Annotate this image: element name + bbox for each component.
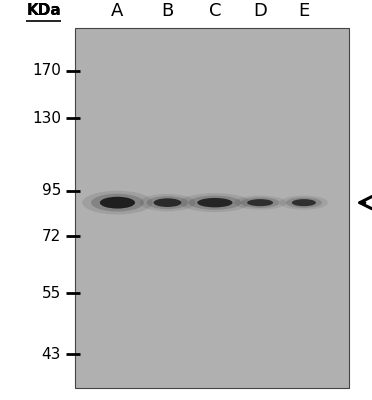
Ellipse shape [91,194,144,212]
Ellipse shape [234,196,286,210]
Ellipse shape [241,197,280,208]
Text: 130: 130 [32,110,61,126]
Ellipse shape [154,198,182,207]
Text: 95: 95 [42,183,61,198]
Text: E: E [298,2,310,20]
Ellipse shape [247,199,273,206]
Ellipse shape [180,193,250,212]
Ellipse shape [197,198,232,207]
Text: KDa: KDa [26,3,61,18]
Text: 72: 72 [42,228,61,244]
Text: 170: 170 [32,63,61,78]
Text: KDa: KDa [26,3,61,18]
Text: D: D [253,2,267,20]
Ellipse shape [82,191,153,214]
Text: 55: 55 [42,286,61,301]
Ellipse shape [189,196,241,210]
Text: B: B [161,2,174,20]
Ellipse shape [100,197,135,208]
Ellipse shape [147,196,188,209]
Ellipse shape [140,194,195,211]
Text: C: C [209,2,221,20]
Bar [75,28,349,388]
Ellipse shape [292,199,316,206]
Ellipse shape [280,196,328,210]
Ellipse shape [286,197,322,208]
Text: 43: 43 [42,346,61,362]
Text: A: A [111,2,124,20]
